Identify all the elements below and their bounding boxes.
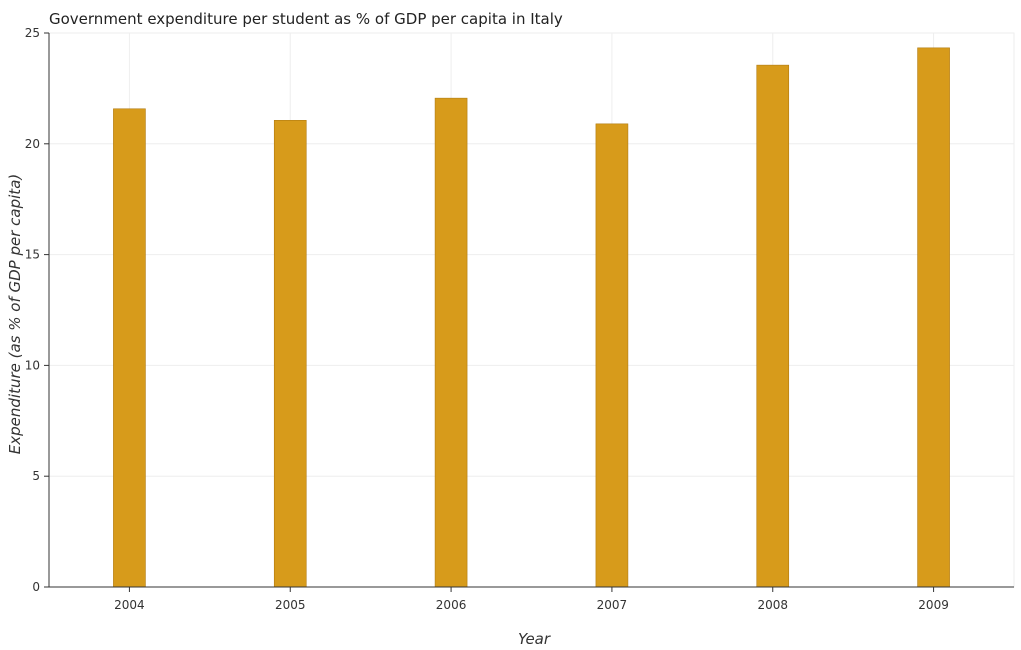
x-tick-label: 2005: [275, 598, 306, 612]
bar-2004: [113, 108, 146, 588]
bar-2007: [595, 123, 629, 588]
y-tick-label: 0: [32, 580, 40, 594]
bar-2005: [273, 120, 307, 588]
bar-2008: [756, 64, 790, 588]
x-tick-label: 2004: [114, 598, 145, 612]
x-tick-label: 2009: [918, 598, 949, 612]
y-tick-label: 10: [25, 358, 40, 372]
y-tick-label: 5: [32, 469, 40, 483]
x-tick-label: 2006: [436, 598, 467, 612]
y-tick-label: 25: [25, 26, 40, 40]
y-tick-label: 15: [25, 248, 40, 262]
plot-frame: [48, 32, 1015, 588]
bars-layer: [113, 47, 950, 588]
chart-title: Government expenditure per student as % …: [49, 10, 563, 28]
x-tick-label: 2008: [757, 598, 788, 612]
bar-2009: [917, 47, 950, 588]
grid-layer: [48, 32, 1015, 588]
x-tick-label: 2007: [597, 598, 628, 612]
x-axis-label: Year: [518, 630, 551, 648]
y-tick-label: 20: [25, 137, 40, 151]
axes-layer: 0 5 10 15 20 25 2004 2005 2006 2007 2008 2009: [25, 26, 1014, 612]
bar-2006: [434, 97, 468, 588]
y-axis-label: Expenditure (as % of GDP per capita): [6, 174, 24, 454]
